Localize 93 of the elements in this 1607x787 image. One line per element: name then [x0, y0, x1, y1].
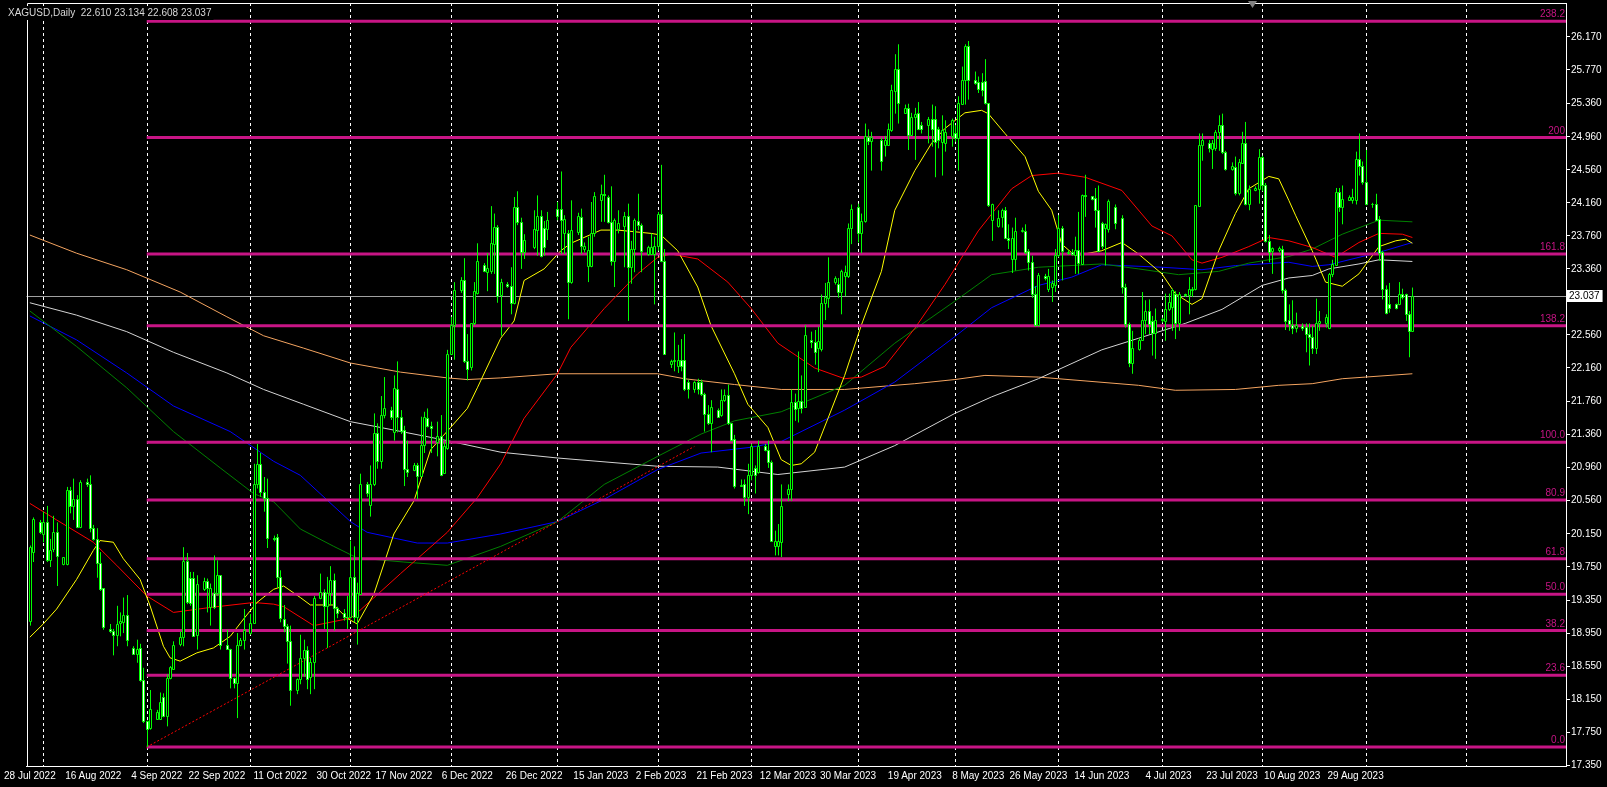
y-tick-label: 24.160 — [1571, 196, 1603, 208]
candlestick — [149, 689, 152, 731]
candlestick — [934, 105, 937, 178]
series-label: 23.6 — [1545, 661, 1566, 673]
y-tick-label: 22.160 — [1571, 361, 1603, 373]
series-label: 61.8 — [1545, 545, 1566, 557]
x-tick-label: 26 May 2023 — [1009, 769, 1068, 781]
series-label: 161.8 — [1539, 240, 1566, 252]
x-tick-label: 4 Sep 2022 — [131, 769, 183, 781]
candlestick — [430, 421, 433, 454]
series-label: 200 — [1548, 124, 1566, 136]
x-tick-label: 6 Dec 2022 — [441, 769, 494, 781]
x-tick-label: 14 Jun 2023 — [1074, 769, 1130, 781]
candlestick — [931, 104, 934, 148]
chart-title: XAGUSD,Daily 22.610 23.134 22.608 23.037 — [8, 6, 212, 18]
y-tick-label: 18.550 — [1571, 659, 1603, 671]
candlestick — [1011, 227, 1014, 274]
y-tick-label: 17.750 — [1571, 725, 1603, 737]
x-tick-label: 10 Aug 2023 — [1264, 769, 1321, 781]
candlestick — [116, 605, 119, 647]
y-tick-label: 24.560 — [1571, 163, 1603, 175]
x-tick-label: 12 Mar 2023 — [759, 769, 817, 781]
candlestick — [840, 269, 843, 315]
x-tick-label: 17 Nov 2022 — [375, 769, 433, 781]
x-tick-label: 15 Jan 2023 — [573, 769, 629, 781]
x-tick-label: 30 Mar 2023 — [819, 769, 877, 781]
x-tick-label: 23 Jul 2023 — [1206, 769, 1259, 781]
candlestick — [910, 112, 913, 137]
x-tick-label: 11 Oct 2022 — [253, 769, 308, 781]
y-tick-label: 18.150 — [1571, 692, 1603, 704]
y-tick-label: 23.760 — [1571, 229, 1603, 241]
candlestick — [941, 114, 944, 177]
candlestick — [587, 236, 590, 283]
y-tick-label: 21.760 — [1571, 394, 1603, 406]
series-label: 80.9 — [1545, 486, 1566, 498]
x-tick-label: 26 Dec 2022 — [505, 769, 563, 781]
y-tick-label: 26.170 — [1571, 30, 1603, 42]
y-tick-label: 22.560 — [1571, 328, 1603, 340]
x-tick-label: 21 Feb 2023 — [696, 769, 753, 781]
candlestick — [1114, 203, 1117, 230]
candlestick — [112, 628, 115, 656]
ref-line-label: 23.037 — [1569, 289, 1601, 301]
y-tick-label: 24.960 — [1571, 130, 1603, 142]
candlestick — [1218, 114, 1221, 152]
candlestick — [1388, 282, 1391, 314]
candlestick — [870, 131, 873, 172]
y-tick-label: 20.560 — [1571, 493, 1603, 505]
y-tick-label: 19.750 — [1571, 560, 1603, 572]
candlestick — [1061, 225, 1064, 281]
y-tick-label: 19.350 — [1571, 593, 1603, 605]
y-tick-label: 21.360 — [1571, 427, 1603, 439]
candlestick — [1154, 308, 1157, 360]
series-label: 238.2 — [1539, 7, 1566, 19]
y-tick-label: 17.350 — [1571, 758, 1603, 770]
candlestick — [1295, 312, 1298, 333]
x-tick-label: 29 Aug 2023 — [1327, 769, 1385, 781]
y-tick-label: 25.360 — [1571, 97, 1603, 109]
y-tick-label: 18.950 — [1571, 626, 1603, 638]
y-tick-label: 20.150 — [1571, 527, 1603, 539]
y-tick-label: 23.360 — [1571, 262, 1603, 274]
candlestick — [243, 608, 246, 651]
x-tick-label: 16 Aug 2022 — [65, 769, 122, 781]
candlestick — [797, 350, 800, 423]
series-label: 138.2 — [1539, 312, 1566, 324]
y-tick-label: 20.960 — [1571, 460, 1603, 472]
candlestick — [56, 521, 59, 587]
x-tick-label: 28 Jul 2022 — [4, 769, 57, 781]
candlestick — [303, 639, 306, 678]
candlestick — [880, 137, 883, 172]
candlestick — [536, 194, 539, 257]
series-label: 50.0 — [1545, 580, 1566, 592]
series-label: 0.0 — [1551, 733, 1566, 745]
candlestick — [1308, 322, 1311, 367]
series-label: 38.2 — [1545, 617, 1566, 629]
y-tick-label: 25.770 — [1571, 63, 1603, 75]
candlestick — [623, 211, 626, 268]
x-tick-label: 30 Oct 2022 — [316, 769, 372, 781]
x-tick-label: 2 Feb 2023 — [635, 769, 687, 781]
candlestick — [560, 170, 563, 255]
x-tick-label: 19 Apr 2023 — [887, 769, 943, 781]
candlestick — [1291, 299, 1294, 335]
candlestick — [209, 583, 212, 627]
candlestick — [914, 107, 917, 161]
candlestick — [603, 174, 606, 223]
x-tick-label: 22 Sep 2022 — [188, 769, 246, 781]
x-tick-label: 4 Jul 2023 — [1145, 769, 1193, 781]
candlestick — [677, 344, 680, 374]
candlestick — [213, 554, 216, 610]
candlestick — [1341, 184, 1344, 225]
series-label: 100.0 — [1539, 428, 1566, 440]
x-tick-label: 8 May 2023 — [952, 769, 1005, 781]
candlestick — [927, 116, 930, 144]
candlestick — [710, 399, 713, 453]
